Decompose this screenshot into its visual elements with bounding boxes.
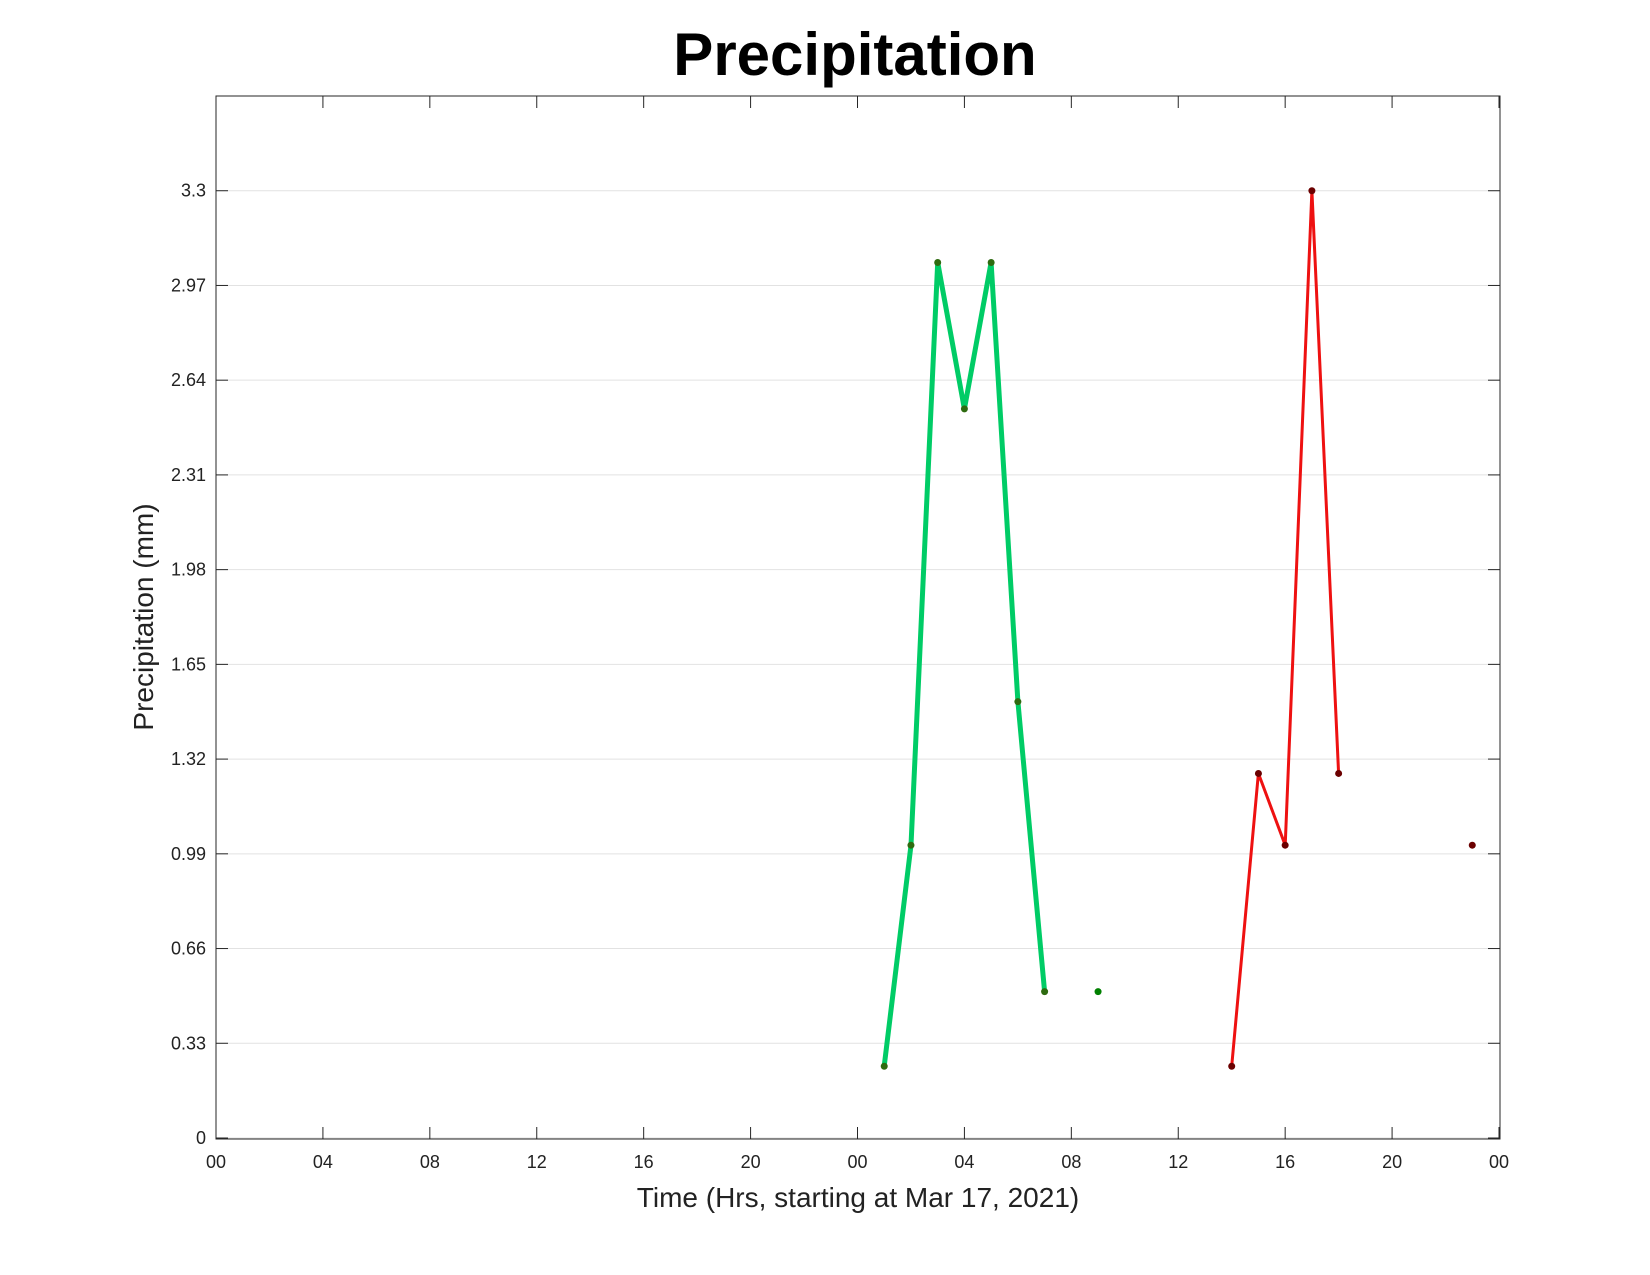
y-tick-label: 0.66 [171, 939, 206, 959]
x-tick-label: 20 [741, 1152, 761, 1172]
y-tick-label: 3.3 [181, 181, 206, 201]
x-axis-label: Time (Hrs, starting at Mar 17, 2021) [637, 1182, 1079, 1213]
y-tick-label: 0.99 [171, 844, 206, 864]
x-tick-label: 08 [420, 1152, 440, 1172]
x-tick-label: 00 [1489, 1152, 1509, 1172]
data-point [1254, 769, 1262, 777]
x-tick-label: 12 [1168, 1152, 1188, 1172]
y-axis-label: Precipitation (mm) [128, 503, 159, 730]
y-tick-label: 1.32 [171, 749, 206, 769]
data-point [1308, 187, 1316, 195]
x-tick-label: 04 [313, 1152, 333, 1172]
y-tick-label: 2.97 [171, 275, 206, 295]
data-point [987, 258, 995, 266]
data-point [1335, 769, 1343, 777]
data-point [934, 258, 942, 266]
x-tick-labels: 00 04 08 12 16 20 00 04 08 12 16 20 00 [206, 1152, 1509, 1172]
x-tick-label: 00 [847, 1152, 867, 1172]
y-tick-labels: 0 0.33 0.66 0.99 1.32 1.65 1.98 2.31 2.64 2.97 3.3 [171, 181, 206, 1148]
y-tick-label: 2.31 [171, 465, 206, 485]
plot-frame [215, 95, 1501, 1140]
series-group [880, 187, 1476, 1070]
data-point [1228, 1062, 1236, 1070]
axis-ticks [215, 96, 1500, 1139]
data-point [907, 841, 915, 849]
y-tick-label: 1.65 [171, 654, 206, 674]
chart-title: Precipitation [673, 21, 1036, 88]
x-tick-label: 16 [1275, 1152, 1295, 1172]
y-tick-label: 0 [196, 1128, 206, 1148]
series-line-2 [1230, 190, 1341, 1067]
y-tick-label: 1.98 [171, 560, 206, 580]
x-tick-label: 00 [206, 1152, 226, 1172]
x-tick-label: 12 [527, 1152, 547, 1172]
x-tick-label: 08 [1061, 1152, 1081, 1172]
y-tick-label: 0.33 [171, 1033, 206, 1053]
data-point [960, 405, 968, 413]
x-tick-label: 16 [634, 1152, 654, 1172]
data-point [1468, 841, 1476, 849]
y-tick-label: 2.64 [171, 370, 206, 390]
x-tick-label: 04 [954, 1152, 974, 1172]
data-point [1094, 988, 1102, 996]
data-point [1041, 988, 1049, 996]
data-point [880, 1062, 888, 1070]
data-point [1014, 698, 1022, 706]
x-tick-label: 20 [1382, 1152, 1402, 1172]
data-point [1281, 841, 1289, 849]
